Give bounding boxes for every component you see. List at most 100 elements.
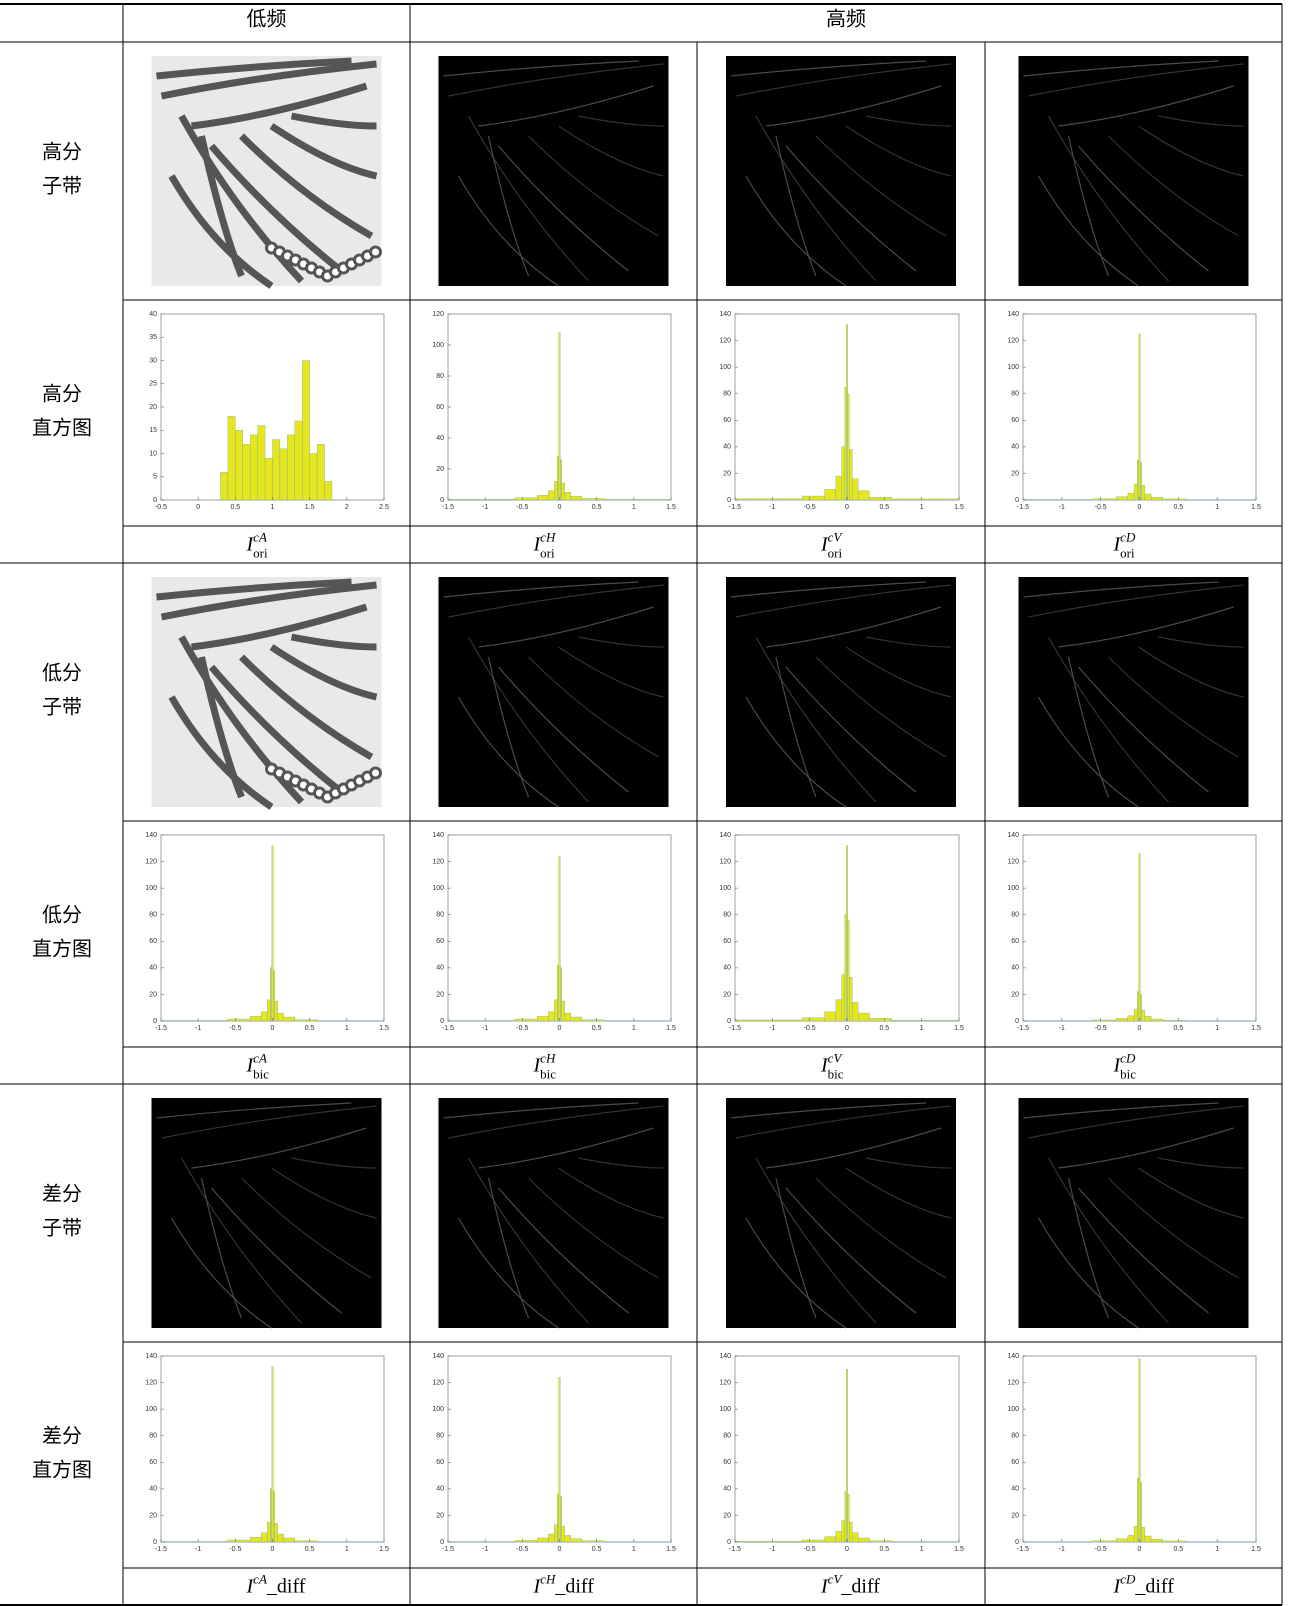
y-tick-label: 25: [149, 381, 157, 388]
image-vein: [745, 1217, 847, 1329]
caption-sub: bic: [828, 1067, 844, 1082]
caption: IcD_diff: [1113, 1572, 1175, 1598]
x-tick-label: -0.5: [1095, 504, 1107, 511]
y-tick-label: 40: [1011, 444, 1019, 451]
x-tick-label: 1.5: [666, 1025, 676, 1032]
image-vein: [200, 1177, 243, 1319]
y-tick-label: 20: [723, 991, 731, 998]
image-vein: [467, 115, 589, 282]
image-vein: [239, 654, 374, 761]
histogram-bar: [1116, 1538, 1128, 1543]
x-tick-label: 1.5: [1251, 1546, 1261, 1553]
image-vein: [528, 1177, 659, 1279]
image-spot: [369, 766, 382, 780]
y-tick-label: 100: [432, 342, 444, 349]
x-tick-label: -0.5: [804, 504, 816, 511]
x-tick-label: 1.5: [1251, 504, 1261, 511]
y-tick-label: 140: [432, 1353, 444, 1360]
image-vein: [239, 133, 374, 240]
histogram-bar: [1144, 1535, 1152, 1543]
x-tick-label: -1.5: [729, 1025, 741, 1032]
caption: IcV_diff: [820, 1572, 880, 1598]
histogram-bar: [844, 914, 847, 1022]
image-vein: [156, 1102, 352, 1119]
x-tick-label: 1.5: [666, 504, 676, 511]
image-vein: [775, 1177, 817, 1319]
y-tick-label: 120: [1007, 1379, 1019, 1386]
image-vein: [1108, 656, 1239, 758]
x-tick-label: 1: [345, 1025, 349, 1032]
histogram-bar: [537, 495, 549, 501]
image-vein: [457, 696, 559, 808]
histogram-bar: [835, 475, 842, 501]
row-label: 低分: [42, 662, 82, 685]
histogram-bar: [841, 974, 845, 1022]
caption-base: I: [820, 1055, 829, 1077]
y-tick-label: 120: [432, 858, 444, 865]
x-tick-label: -1.5: [155, 1546, 167, 1553]
y-tick-label: 40: [436, 1486, 444, 1493]
histogram-bar: [561, 1000, 565, 1022]
image-vein: [845, 125, 952, 177]
image-vein: [745, 696, 847, 808]
image-vein: [269, 123, 378, 180]
caption-base: I: [1113, 1055, 1122, 1077]
caption-sup: cH: [540, 530, 556, 545]
image-vein: [1028, 63, 1244, 97]
caption-base: I: [533, 1576, 542, 1598]
image-vein: [1037, 175, 1139, 287]
histogram-bar: [271, 1366, 274, 1543]
y-tick-label: 0: [1015, 497, 1019, 504]
y-tick-label: 80: [723, 912, 731, 919]
histogram-bar: [447, 1541, 516, 1543]
row-label: 直方图: [32, 938, 92, 961]
image-vein: [271, 1167, 377, 1219]
histogram-bar: [1162, 1540, 1187, 1543]
histogram-bar: [581, 498, 605, 501]
y-tick-label: 40: [149, 311, 157, 318]
image-vein: [775, 656, 817, 798]
image-vein: [161, 1105, 377, 1139]
histogram-bar: [858, 1012, 870, 1022]
x-tick-label: 2.5: [379, 504, 389, 511]
histogram-bar: [560, 459, 562, 501]
row-label: 直方图: [32, 417, 92, 440]
image-vein: [457, 1217, 559, 1329]
image-vein: [180, 1157, 302, 1324]
histogram-bar: [802, 1017, 825, 1022]
y-tick-label: 120: [1007, 858, 1019, 865]
histogram-bar: [824, 1011, 836, 1022]
x-tick-label: 0.5: [879, 504, 889, 511]
y-tick-label: 60: [1011, 1459, 1019, 1466]
histogram-bar: [557, 1494, 559, 1543]
y-tick-label: 20: [1011, 1512, 1019, 1519]
image-vein: [1078, 145, 1209, 272]
y-tick-label: 40: [723, 1486, 731, 1493]
image-vein: [815, 1177, 947, 1279]
image-vein: [178, 635, 305, 805]
x-tick-label: 1: [1215, 1025, 1219, 1032]
histogram-bar: [847, 393, 850, 501]
histogram-bar: [835, 1531, 842, 1543]
x-tick-label: 0.5: [592, 1025, 602, 1032]
subband-image: [726, 577, 956, 808]
histogram-bar: [1151, 1539, 1163, 1543]
image-vein: [290, 633, 377, 651]
histogram-bar: [283, 1016, 295, 1022]
x-tick-label: 1.5: [954, 504, 964, 511]
y-tick-label: 60: [436, 938, 444, 945]
histogram-bar: [1092, 1019, 1117, 1022]
x-tick-label: 1.5: [666, 1546, 676, 1553]
image-vein: [448, 1105, 664, 1139]
y-tick-label: 60: [149, 1459, 157, 1466]
histogram-bar: [847, 1494, 850, 1543]
histogram-bar: [273, 970, 275, 1022]
caption-sup: cA: [253, 1572, 267, 1587]
x-tick-label: 0: [845, 1025, 849, 1032]
image-vein: [755, 636, 877, 803]
image-vein: [290, 112, 377, 130]
x-tick-label: -1: [769, 1546, 775, 1553]
image-vein: [845, 646, 952, 698]
y-tick-label: 20: [149, 1512, 157, 1519]
y-tick-label: 0: [727, 1018, 731, 1025]
